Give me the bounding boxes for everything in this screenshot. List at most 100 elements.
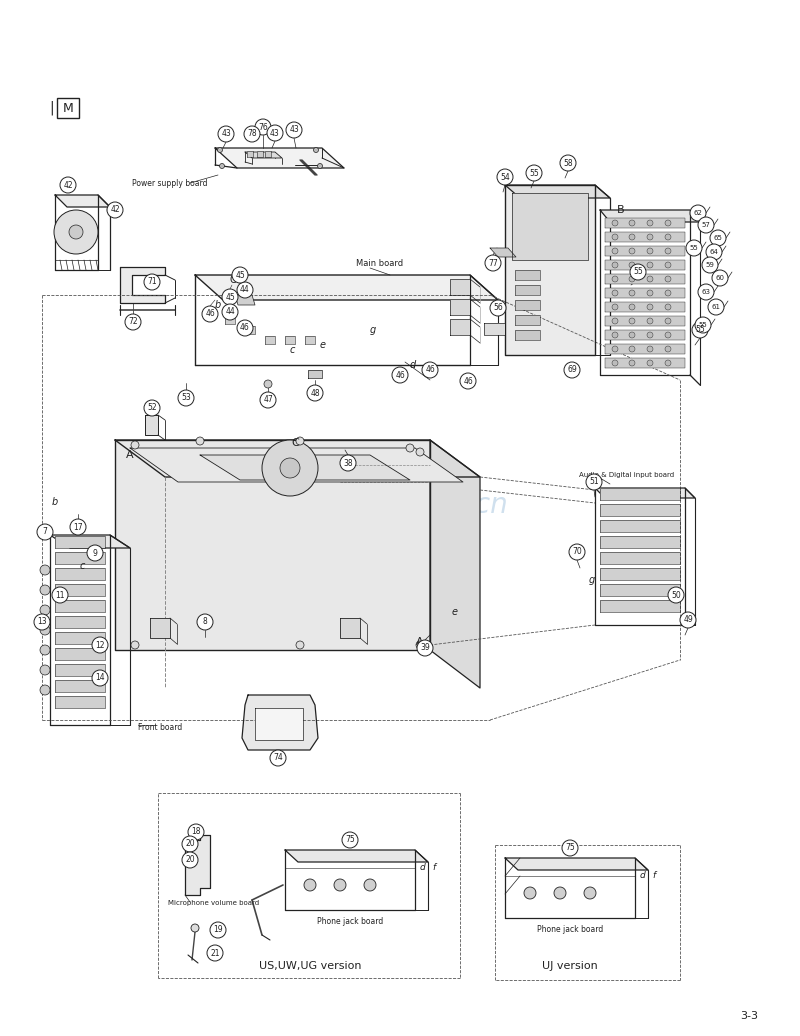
Text: 76: 76 [258,122,268,132]
Text: g: g [370,325,376,335]
Circle shape [612,276,618,282]
Circle shape [524,887,536,899]
Circle shape [307,385,323,401]
Circle shape [647,318,653,324]
Circle shape [708,299,724,315]
Polygon shape [605,344,685,354]
Text: 70: 70 [572,547,582,556]
Polygon shape [605,246,685,256]
Polygon shape [225,316,235,324]
Text: 56: 56 [493,304,503,313]
Polygon shape [235,295,255,305]
Text: |: | [50,100,54,115]
Circle shape [237,282,253,298]
Polygon shape [340,618,360,638]
Circle shape [612,248,618,254]
Text: 46: 46 [395,371,405,379]
Circle shape [629,346,635,352]
Polygon shape [305,336,315,344]
Polygon shape [55,616,105,628]
Polygon shape [515,315,540,325]
Text: Front board: Front board [138,723,182,732]
Text: e: e [320,340,326,350]
Circle shape [647,346,653,352]
Circle shape [280,458,300,478]
Circle shape [262,440,318,496]
Text: 77: 77 [488,259,498,267]
Circle shape [69,225,83,239]
Circle shape [560,155,576,171]
Circle shape [686,240,702,256]
Circle shape [612,332,618,338]
Circle shape [629,262,635,268]
Text: 46: 46 [240,323,250,333]
Circle shape [698,284,714,300]
Text: 39: 39 [420,643,430,653]
Circle shape [690,205,706,221]
Text: 12: 12 [95,640,105,650]
Text: 20: 20 [185,839,195,848]
Circle shape [218,147,222,152]
Text: 43: 43 [270,128,280,138]
Circle shape [60,177,76,193]
Text: f: f [652,871,655,881]
Circle shape [586,474,602,490]
Circle shape [629,359,635,366]
Polygon shape [145,415,158,435]
Text: b: b [215,300,222,310]
Circle shape [564,362,580,378]
Circle shape [665,304,671,310]
Polygon shape [257,151,263,157]
Circle shape [702,257,718,274]
Circle shape [222,304,238,320]
Circle shape [210,922,226,938]
Text: 72: 72 [128,317,138,326]
Circle shape [219,164,225,169]
Circle shape [296,437,304,445]
Text: 51: 51 [589,478,599,487]
Text: 18: 18 [191,828,201,836]
Circle shape [40,605,50,615]
Polygon shape [115,440,480,477]
Text: A: A [126,450,134,460]
Circle shape [255,119,271,135]
Circle shape [490,300,506,316]
Circle shape [647,220,653,226]
Polygon shape [450,279,470,295]
Circle shape [629,276,635,282]
Polygon shape [55,696,105,708]
Text: 55: 55 [698,322,707,328]
Text: 69: 69 [567,366,577,374]
Circle shape [40,565,50,575]
Polygon shape [55,568,105,580]
Text: Power supply board: Power supply board [132,178,207,188]
Circle shape [554,887,566,899]
Text: 55: 55 [529,169,539,177]
Text: 46: 46 [425,366,435,374]
Polygon shape [600,552,680,564]
Text: 47: 47 [263,396,273,404]
Polygon shape [55,648,105,660]
FancyBboxPatch shape [57,98,79,118]
Text: 8: 8 [202,617,207,627]
Circle shape [665,220,671,226]
Circle shape [40,685,50,695]
Circle shape [629,332,635,338]
Text: f: f [432,863,435,872]
Text: e: e [452,607,458,617]
Text: 60: 60 [715,275,725,281]
Polygon shape [308,370,322,378]
Text: 20: 20 [185,856,195,864]
Text: 44: 44 [225,308,235,317]
Polygon shape [55,584,105,596]
Circle shape [695,317,711,333]
Circle shape [562,840,578,856]
Circle shape [612,359,618,366]
Circle shape [37,524,53,540]
Circle shape [131,641,139,649]
Circle shape [647,359,653,366]
Circle shape [629,290,635,296]
Circle shape [40,585,50,595]
Circle shape [629,248,635,254]
Text: Phone jack board: Phone jack board [317,918,383,926]
